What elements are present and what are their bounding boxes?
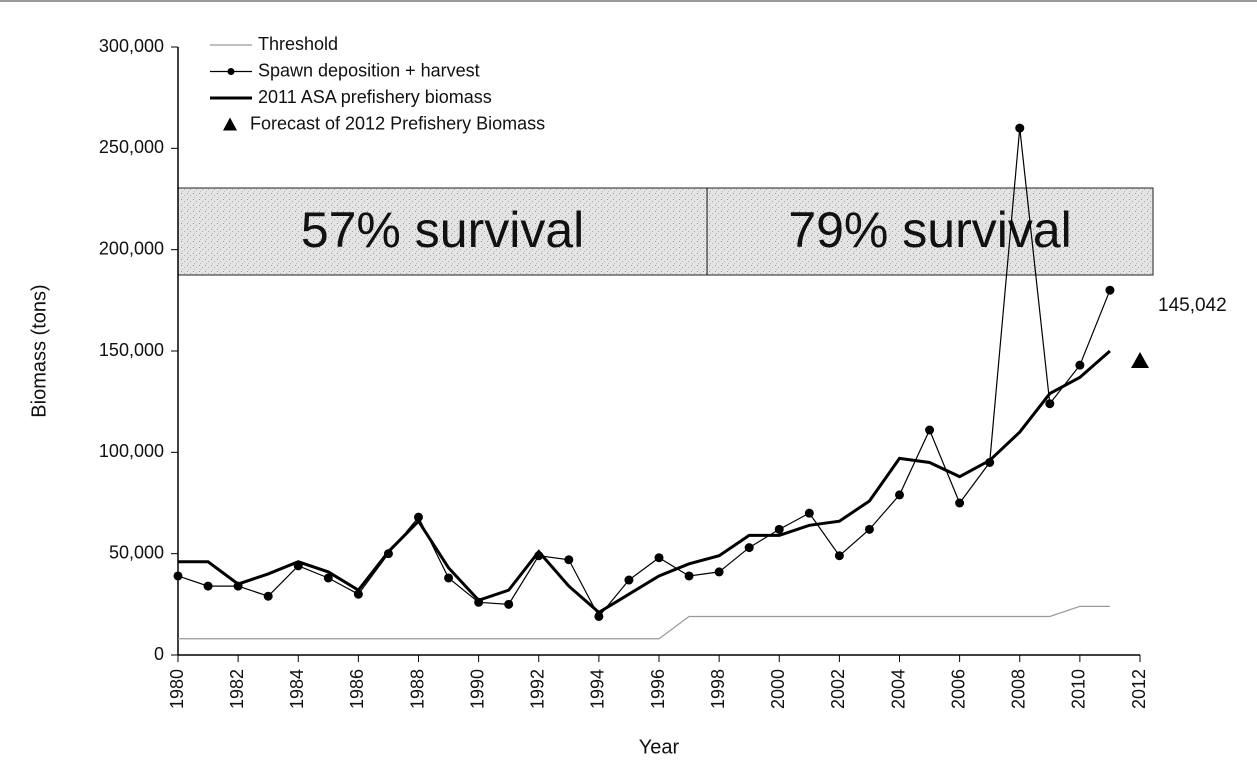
data-point <box>564 555 574 565</box>
data-point <box>1045 399 1055 409</box>
series-line <box>177 128 1111 618</box>
x-axis-label: Year <box>639 736 680 758</box>
x-tick-label: 1996 <box>648 669 668 709</box>
data-point <box>955 498 965 508</box>
x-tick-label: 1992 <box>528 669 548 709</box>
data-point <box>804 508 814 518</box>
y-tick-label: 150,000 <box>99 340 164 360</box>
y-tick-label: 0 <box>154 644 164 664</box>
y-tick-label: 200,000 <box>99 238 164 258</box>
x-tick-label: 1994 <box>588 669 608 709</box>
x-tick-label: 1984 <box>287 669 307 709</box>
data-point <box>684 571 694 581</box>
data-point <box>353 589 363 599</box>
legend-label: Spawn deposition + harvest <box>258 60 480 80</box>
x-tick-label: 1986 <box>347 669 367 709</box>
annotation-box <box>706 187 1154 276</box>
data-point <box>864 524 874 534</box>
annotation: 79% survival <box>788 202 1071 258</box>
x-tick-label: 1988 <box>407 669 427 709</box>
data-point <box>263 591 273 601</box>
data-point <box>654 553 664 563</box>
data-point <box>714 567 724 577</box>
data-point <box>444 573 454 583</box>
legend-label: 2011 ASA prefishery biomass <box>258 87 492 107</box>
legend-label: Threshold <box>258 34 338 54</box>
x-tick-label: 1990 <box>467 669 487 709</box>
y-tick-label: 300,000 <box>99 36 164 56</box>
data-point <box>895 490 904 500</box>
data-point <box>1075 360 1085 370</box>
y-tick-label: 100,000 <box>99 441 164 461</box>
legend-marker <box>223 117 237 131</box>
data-point <box>1105 285 1115 295</box>
legend-label: Forecast of 2012 Prefishery Biomass <box>250 113 545 133</box>
x-tick-label: 1998 <box>708 669 728 709</box>
y-tick-label: 250,000 <box>99 137 164 157</box>
series-line <box>178 349 1111 615</box>
y-axis-label: Biomass (tons) <box>28 284 50 417</box>
legend-marker <box>227 68 235 75</box>
x-tick-label: 1982 <box>227 669 247 709</box>
data-point <box>173 571 183 581</box>
x-tick-label: 2010 <box>1069 669 1089 709</box>
data-point <box>414 512 423 522</box>
x-tick-label: 2012 <box>1129 669 1149 709</box>
data-point <box>504 599 514 609</box>
series-line <box>178 605 1110 640</box>
annotation: 57% survival <box>301 202 584 258</box>
data-point <box>594 611 604 621</box>
data-point <box>774 524 784 534</box>
forecast-marker <box>1131 352 1149 369</box>
data-point <box>323 573 333 583</box>
value-label: 145,042 <box>1158 295 1227 316</box>
x-tick-label: 2006 <box>948 669 968 709</box>
x-tick-label: 2004 <box>888 669 908 709</box>
x-tick-label: 2002 <box>828 669 848 709</box>
x-tick-label: 2008 <box>1009 669 1029 709</box>
data-point <box>834 551 844 561</box>
data-point <box>624 575 634 585</box>
x-tick-label: 2000 <box>768 669 788 709</box>
data-point <box>925 425 935 435</box>
data-point <box>203 581 213 591</box>
annotation-box <box>177 187 708 276</box>
data-point <box>744 543 754 553</box>
y-tick-label: 50,000 <box>109 542 164 562</box>
x-tick-label: 1980 <box>167 669 187 709</box>
data-point <box>1015 123 1025 133</box>
